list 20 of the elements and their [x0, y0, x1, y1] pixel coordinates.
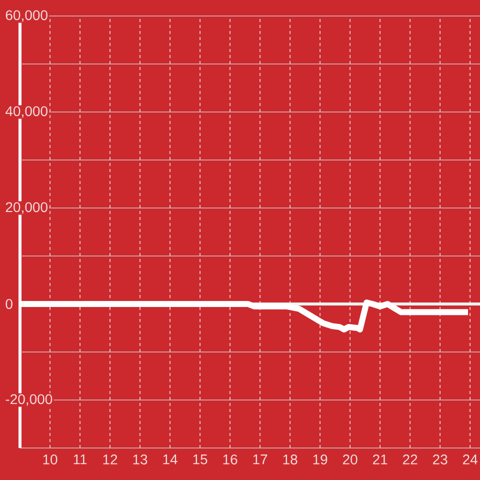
x-tick-label: 24	[463, 454, 478, 464]
x-tick-label: 20	[342, 454, 358, 464]
x-tick-label: 15	[193, 454, 208, 464]
x-tick-label: 11	[74, 454, 87, 464]
y-tick-label: 60,000	[6, 10, 48, 22]
x-tick-label: 10	[43, 454, 58, 464]
y-tick-label: 0	[6, 299, 12, 309]
x-tick-label: 21	[373, 454, 388, 464]
x-tick-label: 16	[223, 454, 238, 464]
y-tick-label: 20,000	[6, 202, 48, 214]
y-tick-label: 40,000	[6, 106, 48, 118]
x-tick-label: 13	[133, 454, 148, 464]
x-tick-label: 17	[253, 454, 268, 464]
x-tick-label: 19	[313, 454, 328, 464]
x-tick-label: 14	[163, 454, 178, 464]
x-tick-label: 12	[103, 454, 118, 464]
x-tick-label: 22	[403, 454, 418, 464]
y-tick-label: -20,000	[6, 394, 52, 406]
x-tick-label: 18	[283, 454, 298, 464]
x-tick-label: 23	[433, 454, 448, 464]
